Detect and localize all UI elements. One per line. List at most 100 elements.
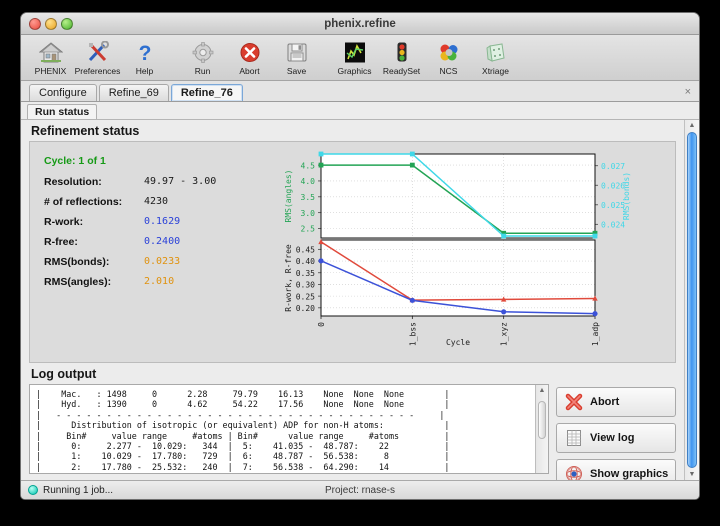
toolbar-button-graphics[interactable]: Graphics — [331, 37, 378, 76]
refinement-stats: Cycle: 1 of 1 Resolution: 49.97 - 3.00 #… — [30, 142, 245, 362]
main-scroll-thumb[interactable] — [687, 132, 697, 468]
svg-text:4.0: 4.0 — [301, 177, 316, 186]
view-log-button[interactable]: View log — [556, 423, 676, 453]
svg-text:?: ? — [138, 42, 151, 64]
stat-value: 0.1629 — [144, 216, 181, 227]
svg-text:1_adp: 1_adp — [591, 322, 600, 346]
log-output-heading: Log output — [31, 367, 97, 381]
subtab-run-status[interactable]: Run status — [27, 104, 98, 119]
xtriage-box-icon — [484, 39, 508, 65]
toolbar-button-abort[interactable]: Abort — [226, 37, 273, 76]
gear-icon — [191, 39, 215, 65]
toolbar-group-run: Run Abort — [179, 37, 320, 76]
subtab-label: Run status — [35, 106, 90, 118]
maximize-button[interactable] — [61, 17, 73, 30]
running-indicator-icon — [28, 485, 38, 495]
svg-text:Cycle: Cycle — [446, 338, 470, 347]
tab-configure[interactable]: Configure — [29, 84, 97, 101]
tools-icon — [86, 39, 110, 65]
refinement-status-heading: Refinement status — [31, 124, 140, 138]
svg-text:4.5: 4.5 — [301, 161, 316, 170]
abort-x-icon — [565, 393, 583, 411]
svg-text:0.25: 0.25 — [296, 292, 315, 301]
button-label: Show graphics — [590, 468, 669, 480]
svg-text:0.40: 0.40 — [296, 257, 315, 266]
toolbar-label: Abort — [239, 66, 260, 76]
main-toolbar: PHENIX Preferences ? — [21, 35, 699, 81]
svg-text:0.20: 0.20 — [296, 304, 315, 313]
svg-text:0.026: 0.026 — [601, 181, 625, 190]
scroll-up-arrow[interactable]: ▲ — [688, 122, 696, 129]
close-button[interactable] — [29, 17, 41, 30]
stat-value: 4230 — [144, 196, 169, 207]
stat-value: 0.2400 — [144, 236, 181, 247]
stat-key: RMS(angles): — [44, 276, 112, 288]
svg-text:3.0: 3.0 — [301, 209, 316, 218]
toolbar-button-run[interactable]: Run — [179, 37, 226, 76]
svg-text:2.5: 2.5 — [301, 225, 316, 234]
stat-row: RMS(bonds): 0.0233 — [44, 256, 245, 268]
stat-value: 0.0233 — [144, 256, 181, 267]
toolbar-label: ReadySet — [382, 66, 421, 76]
button-label: Abort — [590, 396, 620, 408]
tab-refine-76[interactable]: Refine_76 — [170, 84, 243, 101]
document-grid-icon — [567, 430, 581, 446]
stat-row: # of reflections: 4230 — [44, 196, 245, 208]
project-label: Project: rnase-s — [324, 484, 396, 496]
button-label: View log — [590, 432, 635, 444]
tab-bar: Configure Refine_69 Refine_76 × — [21, 81, 699, 102]
title-bar: phenix.refine — [21, 13, 699, 35]
sub-tab-bar: Run status — [21, 102, 699, 120]
refinement-plot-container: 2.5 3.0 3.5 4.0 4.5 0.024 0.025 0.026 0.027 0.20 0… — [245, 142, 675, 362]
toolbar-label: Preferences — [74, 66, 121, 76]
stat-row: R-work: 0.1629 — [44, 216, 245, 228]
toolbar-button-help[interactable]: ? Help — [121, 37, 168, 77]
stat-key: R-work: — [44, 216, 84, 228]
toolbar-button-ncs[interactable]: NCS — [425, 37, 472, 76]
log-text-box[interactable]: | Mac. : 1498 0 2.28 79.79 16.13 None No… — [29, 384, 549, 474]
stat-row: R-free: 0.2400 — [44, 236, 245, 248]
house-icon — [38, 39, 63, 65]
refinement-status-panel: Cycle: 1 of 1 Resolution: 49.97 - 3.00 #… — [29, 141, 676, 363]
stat-row: Resolution: 49.97 - 3.00 — [44, 176, 245, 188]
toolbar-button-readyset[interactable]: ReadySet — [378, 37, 425, 76]
stat-row: RMS(angles): 2.010 — [44, 276, 245, 288]
graphics-icon — [343, 39, 367, 65]
main-content: Refinement status Cycle: 1 of 1 Resoluti… — [21, 120, 684, 489]
log-scroll-thumb[interactable] — [538, 401, 546, 439]
stat-key: # of reflections: — [44, 196, 123, 208]
close-icon[interactable]: × — [684, 86, 691, 98]
cycle-label: Cycle: 1 of 1 — [44, 155, 106, 167]
question-icon: ? — [133, 39, 157, 65]
main-scrollbar[interactable]: ▲ ▼ — [684, 120, 699, 480]
svg-text:1_xyz: 1_xyz — [500, 322, 509, 346]
svg-text:0.35: 0.35 — [296, 269, 315, 278]
scroll-down-arrow[interactable]: ▼ — [688, 471, 696, 478]
toolbar-label: Save — [286, 66, 307, 76]
log-output-area: | Mac. : 1498 0 2.28 79.79 16.13 None No… — [29, 384, 676, 489]
toolbar-label: Run — [194, 66, 211, 76]
minimize-button[interactable] — [45, 17, 57, 30]
stat-key: RMS(bonds): — [44, 256, 110, 268]
toolbar-label: Graphics — [337, 66, 372, 76]
toolbar-label: PHENIX — [34, 66, 67, 76]
abort-button[interactable]: Abort — [556, 387, 676, 417]
traffic-light-icon — [390, 39, 414, 65]
svg-text:R-work, R-free: R-work, R-free — [284, 244, 293, 312]
log-scrollbar[interactable]: ▲ — [535, 385, 548, 473]
toolbar-label: NCS — [439, 66, 458, 76]
svg-text:3.5: 3.5 — [301, 193, 316, 202]
svg-text:0.027: 0.027 — [601, 162, 625, 171]
log-text: | Mac. : 1498 0 2.28 79.79 16.13 None No… — [36, 389, 450, 473]
toolbar-button-save[interactable]: Save — [273, 37, 320, 76]
toolbar-button-preferences[interactable]: Preferences — [74, 37, 121, 76]
abort-x-icon — [238, 39, 262, 65]
ncs-spheres-icon — [437, 39, 461, 65]
toolbar-button-phenix[interactable]: PHENIX — [27, 37, 74, 76]
window-title: phenix.refine — [324, 17, 396, 30]
status-bar: Running 1 job... Project: rnase-s — [21, 480, 699, 499]
tab-refine-69[interactable]: Refine_69 — [98, 84, 169, 101]
toolbar-button-xtriage[interactable]: Xtriage — [472, 37, 519, 76]
scroll-up-arrow[interactable]: ▲ — [538, 387, 546, 394]
svg-text:1_bss: 1_bss — [408, 322, 417, 346]
